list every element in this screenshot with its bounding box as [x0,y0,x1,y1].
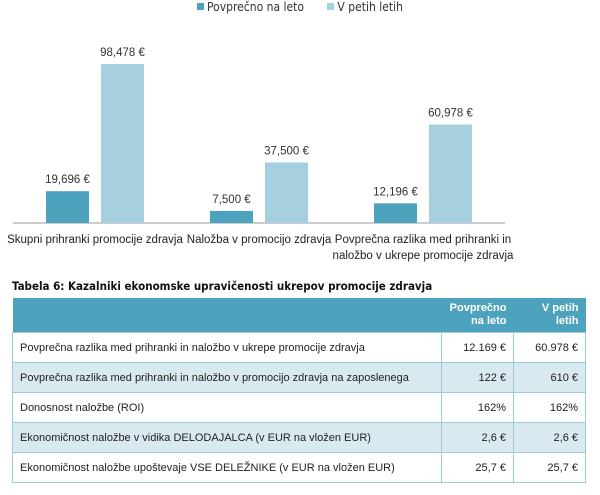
bar-chart: 19,696 € 98,478 € Skupni prihranki promoci… [7,47,515,262]
bar [374,203,417,223]
category-label: Naložba v promocijo zdravja [187,234,332,246]
row-label: Povprečna razlika med prihranki in nalož… [12,362,442,393]
table-row: Donosnost naložbe (ROI) 162% 162% [12,392,586,423]
data-label: 60,978 € [428,108,473,120]
row-label: Ekonomičnost naložbe upoštevaje VSE DELE… [12,452,442,483]
row-value: 12.169 € [441,332,514,363]
table-row: Ekonomičnost naložbe upoštevaje VSE DELE… [12,452,586,483]
row-value: 60.978 € [513,332,586,363]
data-label: 19,696 € [45,174,90,186]
legend-item-petih: V petih letih [327,0,403,14]
table-row: Ekonomičnost naložbe v vidika DELODAJALC… [12,422,586,453]
row-value: 610 € [513,362,586,393]
table-row: Povprečna razlika med prihranki in nalož… [12,332,586,363]
bar [46,191,89,223]
row-value: 2,6 € [513,422,586,453]
indicators-table: Povprečno na leto V petih letih Povprečn… [12,298,586,483]
row-value: 162% [513,392,586,423]
table-header-row: Povprečno na leto V petih letih [12,298,586,333]
category-label: Skupni prihranki promocije zdravja [7,234,183,246]
row-label: Povprečna razlika med prihranki in nalož… [12,332,442,363]
header-blank [12,298,442,333]
row-value: 2,6 € [441,422,514,453]
header-petih: V petih letih [513,298,586,333]
legend-label: V petih letih [337,0,403,14]
data-label: 37,500 € [264,145,309,157]
table-title: Tabela 6: Kazalniki ekonomske upravičeno… [12,279,433,293]
row-label: Ekonomičnost naložbe v vidika DELODAJALC… [12,422,442,453]
legend-swatch [197,3,205,10]
chart-legend: Povprečno na leto V petih letih [0,0,600,14]
legend-label: Povprečno na leto [207,0,304,14]
row-value: 122 € [441,362,514,393]
legend-item-povprecno: Povprečno na leto [197,0,304,14]
category-label: naložbo v ukrepe promocije zdravja [333,250,515,262]
header-povprecno: Povprečno na leto [441,298,514,333]
bar [210,210,253,223]
data-label: 12,196 € [373,186,418,198]
data-label: 98,478 € [100,47,145,59]
category-label: Povprečna razlika med prihranki in [335,234,511,246]
legend-swatch [327,3,335,10]
data-label: 7,500 € [212,194,251,206]
row-value: 162% [441,392,514,423]
bar [265,162,308,223]
row-value: 25,7 € [513,452,586,483]
row-label: Donosnost naložbe (ROI) [12,392,442,423]
row-value: 25,7 € [441,452,514,483]
table-row: Povprečna razlika med prihranki in nalož… [12,362,586,393]
bar [101,64,144,223]
bar [429,124,472,223]
